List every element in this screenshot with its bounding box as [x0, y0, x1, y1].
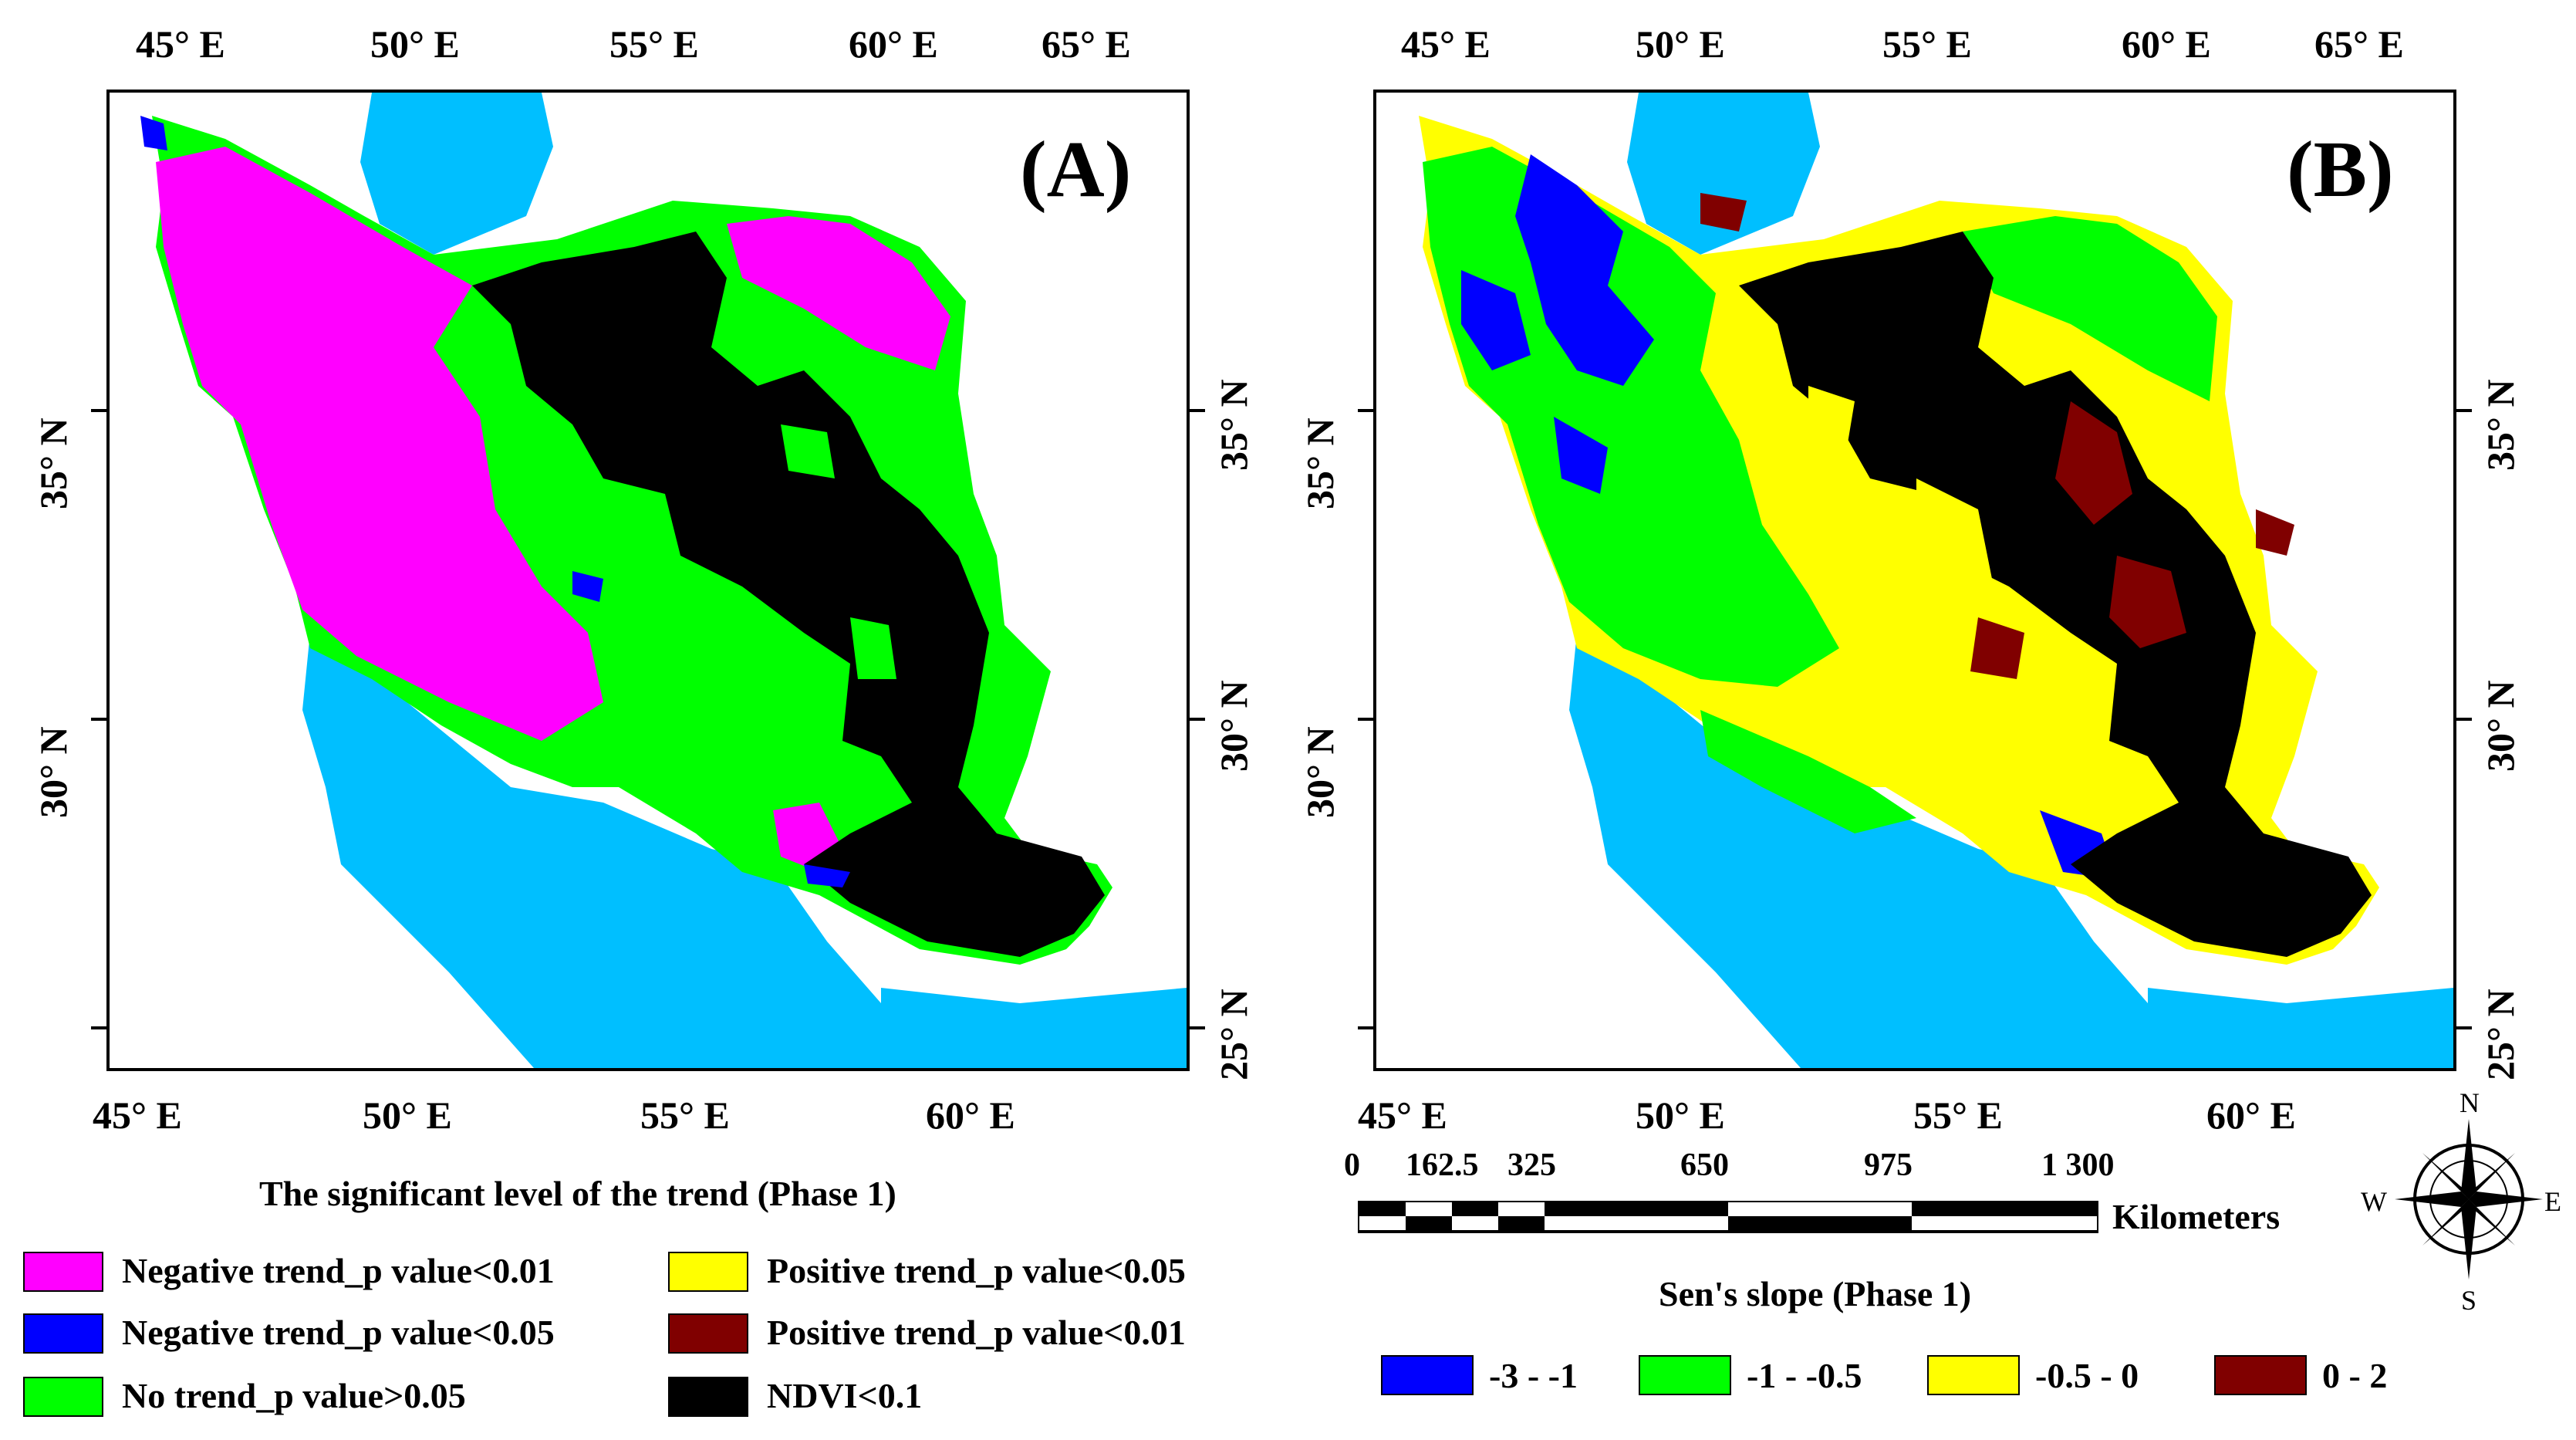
panel-b-right-tick: 25° N: [2479, 989, 2522, 1080]
panel-b-top-tick: 65° E: [2314, 22, 2404, 66]
legend-swatch-no-trend: [23, 1377, 103, 1417]
panel-a-top-tick: 45° E: [136, 22, 225, 66]
legend-label: No trend_p value>0.05: [122, 1376, 466, 1415]
panel-b-top-tick: 45° E: [1401, 22, 1491, 66]
trend-neg-005-patch: [804, 864, 850, 887]
panel-a-bottom-tick: 50° E: [363, 1094, 452, 1137]
legend-label: 0 - 2: [2322, 1356, 2388, 1395]
legend-label: Negative trend_p value<0.05: [122, 1313, 555, 1352]
panel-b-bottom-tick: 45° E: [1358, 1094, 1447, 1137]
legend-label: -1 - -0.5: [1747, 1356, 1862, 1395]
slope-neg1-south: [1700, 710, 1916, 833]
legend-swatch-ndvi: [668, 1377, 748, 1417]
scale-value: 650: [1680, 1148, 1729, 1183]
scale-value: 0: [1344, 1148, 1360, 1183]
ndvi-low-central: [1739, 232, 2372, 957]
compass-s: S: [2461, 1285, 2477, 1316]
legend-label: Negative trend_p value<0.01: [122, 1251, 555, 1290]
scale-value: 1 300: [2041, 1148, 2115, 1183]
green-patch: [603, 525, 665, 602]
legend-label: Positive trend_p value<0.01: [767, 1313, 1186, 1352]
slope-neg3-region: [1515, 154, 1654, 386]
panel-a-right-tick: 30° N: [1212, 680, 1255, 772]
panel-a-legend-title: The significant level of the trend (Phas…: [259, 1174, 896, 1213]
green-patch: [850, 617, 896, 679]
panel-b-label: (B): [2287, 125, 2394, 214]
panel-a-map-svg: [140, 93, 1187, 1068]
panel-a-left-tick: 35° N: [32, 417, 75, 509]
slope-pos-patch: [1700, 193, 1747, 232]
gulf-of-oman: [881, 988, 1187, 1068]
panel-b-bottom-tick: 50° E: [1636, 1094, 1725, 1137]
panel-b-map: (B): [1373, 90, 2456, 1071]
slope-neg05-patch: [1916, 478, 1994, 602]
gulf-of-oman: [2148, 988, 2453, 1068]
compass-n: N: [2460, 1087, 2480, 1118]
legend-swatch-neg-005: [23, 1313, 103, 1354]
panel-b-left-tick: 30° N: [1298, 726, 1342, 818]
north-arrow-icon: [2395, 1119, 2543, 1279]
legend-swatch-neg-001: [23, 1252, 103, 1292]
panel-a-top-tick: 60° E: [849, 22, 938, 66]
legend-swatch-slope-neg3: [1381, 1355, 1474, 1395]
panel-b-top-tick: 50° E: [1636, 22, 1725, 66]
panel-b-right-tick: 35° N: [2479, 379, 2522, 471]
slope-pos-patch: [1970, 617, 2024, 679]
panel-b-left-tick: 35° N: [1298, 417, 1342, 509]
legend-swatch-pos-005: [668, 1252, 748, 1292]
compass-e: E: [2544, 1186, 2561, 1217]
panel-b-legend-title: Sen's slope (Phase 1): [1659, 1274, 1972, 1313]
panel-a-label: (A): [1020, 125, 1132, 214]
caspian-sea: [1627, 93, 1820, 255]
slope-pos-patch: [2109, 556, 2186, 648]
scale-value: 162.5: [1406, 1148, 1479, 1183]
legend-label: -0.5 - 0: [2035, 1356, 2139, 1395]
slope-neg05-patch: [1808, 386, 1855, 448]
scale-value: 975: [1864, 1148, 1913, 1183]
panel-a-right-tick: 35° N: [1212, 379, 1255, 471]
panel-b-bottom-tick: 60° E: [2206, 1094, 2296, 1137]
legend-label: NDVI<0.1: [767, 1376, 923, 1415]
persian-gulf: [302, 633, 881, 1068]
scale-unit: Kilometers: [2112, 1197, 2281, 1236]
panel-b-map-svg: [1419, 93, 2453, 1068]
panel-b-top-tick: 60° E: [2122, 22, 2211, 66]
panel-a-right-tick: 25° N: [1212, 989, 1255, 1080]
slope-neg3-patch: [1461, 270, 1531, 370]
trend-neg-001-ne: [727, 216, 950, 370]
panel-b-right-tick: 30° N: [2479, 680, 2522, 772]
slope-pos-patch: [2055, 401, 2132, 525]
caspian-sea: [360, 93, 553, 255]
panel-a-map: (A): [106, 90, 1190, 1071]
trend-neg-005-patch: [140, 116, 167, 150]
panel-a-bottom-tick: 55° E: [640, 1094, 730, 1137]
slope-pos-patch: [2256, 509, 2294, 556]
panel-a-left-tick: 30° N: [32, 726, 75, 818]
panel-a-top-tick: 50° E: [370, 22, 460, 66]
legend-swatch-pos-001: [668, 1313, 748, 1354]
slope-neg1-region: [1423, 147, 1839, 687]
trend-neg-001-region: [156, 147, 603, 741]
scale-bar: [1358, 1201, 2098, 1233]
scale-value: 325: [1507, 1148, 1556, 1183]
panel-a-top-tick: 55° E: [609, 22, 699, 66]
legend-swatch-slope-neg05: [1927, 1355, 2020, 1395]
compass-w: W: [2361, 1186, 2387, 1217]
panel-b-bottom-tick: 55° E: [1913, 1094, 2003, 1137]
legend-swatch-slope-pos: [2214, 1355, 2307, 1395]
trend-neg-005-patch: [572, 571, 603, 602]
slope-neg3-patch: [1554, 417, 1608, 494]
panel-a-top-tick: 65° E: [1042, 22, 1131, 66]
panel-b-top-tick: 55° E: [1882, 22, 1972, 66]
legend-swatch-slope-neg1: [1639, 1355, 1731, 1395]
slope-neg1-ne: [1963, 216, 2217, 401]
legend-label: Positive trend_p value<0.05: [767, 1251, 1186, 1290]
legend-label: -3 - -1: [1489, 1356, 1578, 1395]
panel-a-bottom-tick: 60° E: [926, 1094, 1015, 1137]
panel-a-bottom-tick: 45° E: [93, 1094, 182, 1137]
green-patch: [781, 424, 835, 478]
ndvi-low-central: [472, 232, 1105, 957]
